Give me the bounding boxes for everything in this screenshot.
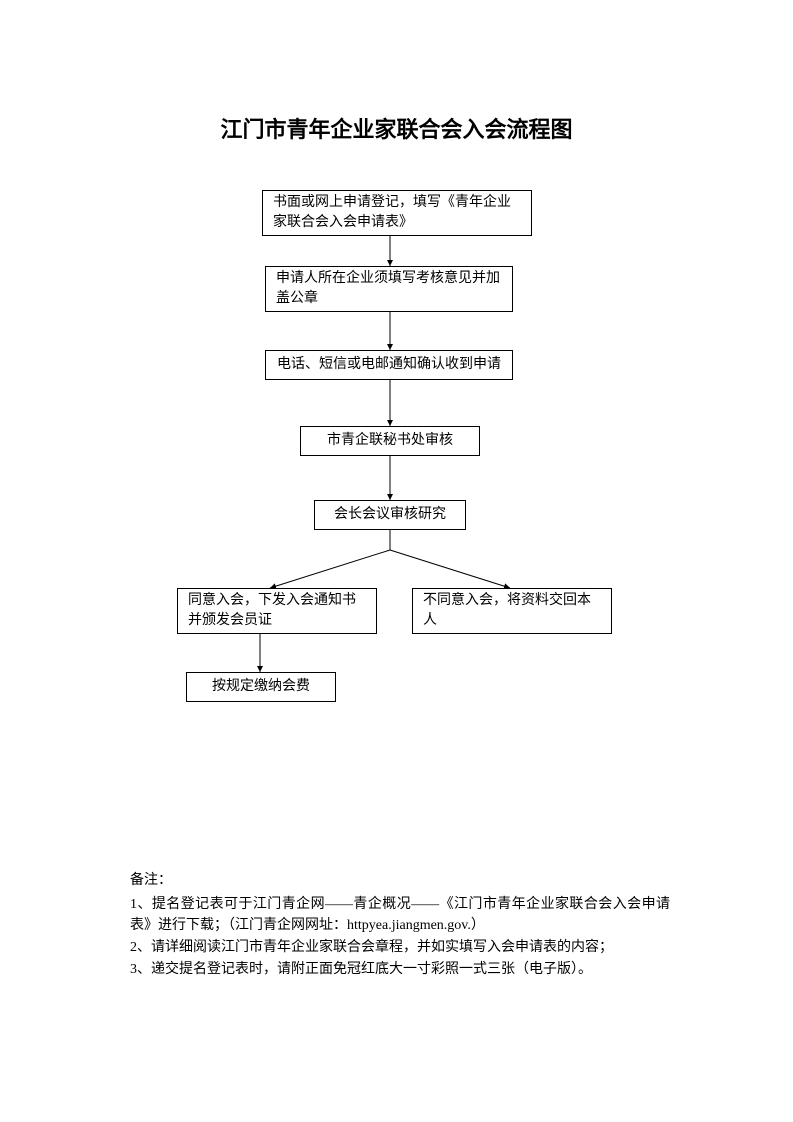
flowchart-node: 电话、短信或电邮通知确认收到申请 [265,350,513,380]
flowchart-node: 会长会议审核研究 [314,500,466,530]
flowchart-node-text: 申请人所在企业须填写考核意见并加盖公章 [276,269,502,308]
flowchart-node: 不同意入会，将资料交回本人 [412,588,612,634]
flowchart-node-text: 市青企联秘书处审核 [311,431,469,451]
flowchart-node-text: 会长会议审核研究 [325,505,455,525]
remarks-section: 备注： 1、提名登记表可于江门青企网——青企概况——《江门市青年企业家联合会入会… [130,870,670,980]
remark-line: 3、递交提名登记表时，请附正面免冠红底大一寸彩照一式三张（电子版）。 [130,959,670,981]
flowchart-node-text: 书面或网上申请登记，填写《青年企业家联合会入会申请表》 [273,193,521,232]
flowchart-node-text: 同意入会，下发入会通知书并颁发会员证 [188,591,366,630]
flowchart-node: 同意入会，下发入会通知书并颁发会员证 [177,588,377,634]
flowchart-node-text: 电话、短信或电邮通知确认收到申请 [276,355,502,375]
flowchart-node-text: 按规定缴纳会费 [197,677,325,697]
remark-line: 1、提名登记表可于江门青企网——青企概况——《江门市青年企业家联合会入会申请表》… [130,894,670,937]
remarks-title: 备注： [130,870,670,892]
flowchart-node-text: 不同意入会，将资料交回本人 [423,591,601,630]
flowchart-node: 书面或网上申请登记，填写《青年企业家联合会入会申请表》 [262,190,532,236]
flowchart-node: 按规定缴纳会费 [186,672,336,702]
flowchart-node: 申请人所在企业须填写考核意见并加盖公章 [265,266,513,312]
flowchart-container: 书面或网上申请登记，填写《青年企业家联合会入会申请表》申请人所在企业须填写考核意… [0,180,793,800]
page-title: 江门市青年企业家联合会入会流程图 [0,112,793,144]
flowchart-node: 市青企联秘书处审核 [300,426,480,456]
remark-line: 2、请详细阅读江门市青年企业家联合会章程，并如实填写入会申请表的内容； [130,937,670,959]
